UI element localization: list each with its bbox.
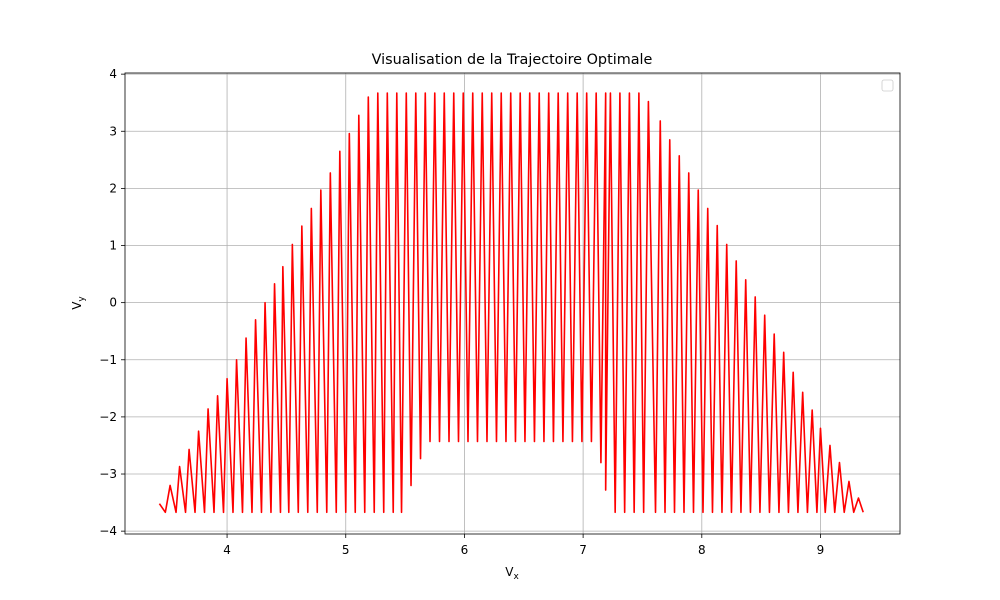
y-tick-label: −4 bbox=[99, 524, 117, 538]
y-axis-label-main: V bbox=[70, 301, 84, 310]
x-axis-label-sub: x bbox=[513, 572, 519, 582]
y-tick-label: 4 bbox=[109, 67, 117, 81]
x-tick-label: 9 bbox=[817, 543, 825, 557]
y-tick-label: −1 bbox=[99, 353, 117, 367]
x-tick-label: 7 bbox=[579, 543, 587, 557]
line-series bbox=[158, 92, 864, 514]
y-tick-label: 3 bbox=[109, 124, 117, 138]
x-tick-label: 6 bbox=[461, 543, 469, 557]
y-tick-label: 1 bbox=[109, 239, 117, 253]
chart-title: Visualisation de la Trajectoire Optimale bbox=[372, 52, 653, 68]
legend-box bbox=[881, 79, 894, 92]
y-axis-label-sub: y bbox=[77, 296, 87, 302]
y-tick-label: −2 bbox=[99, 410, 117, 424]
y-tick-label: 0 bbox=[109, 296, 117, 310]
y-axis-label: Vy bbox=[70, 296, 87, 310]
plot-frame bbox=[124, 72, 901, 535]
x-tick-label: 4 bbox=[223, 543, 231, 557]
x-tick-label: 5 bbox=[342, 543, 350, 557]
y-tick-label: 2 bbox=[109, 181, 117, 195]
x-tick-label: 8 bbox=[698, 543, 706, 557]
x-axis-label: Vx bbox=[505, 565, 519, 582]
x-axis-label-main: V bbox=[505, 565, 514, 579]
y-tick-label: −3 bbox=[99, 467, 117, 481]
